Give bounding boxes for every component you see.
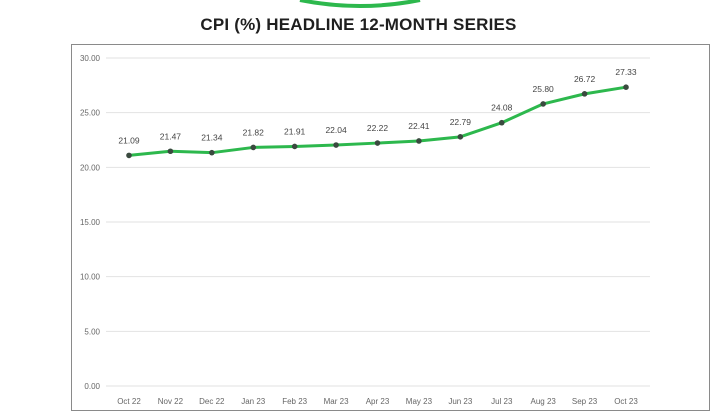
x-tick-label: Nov 22	[158, 397, 184, 406]
data-label: 22.04	[325, 125, 347, 135]
data-point	[416, 138, 422, 144]
data-point	[209, 149, 215, 156]
x-tick-label: Feb 23	[282, 397, 307, 406]
y-tick-label: 5.00	[84, 327, 100, 336]
y-tick-label: 0.00	[84, 382, 100, 391]
data-point	[333, 142, 339, 148]
data-point	[374, 140, 381, 146]
data-point	[498, 119, 505, 126]
data-label: 21.82	[243, 127, 265, 137]
x-tick-label: Sep 23	[572, 397, 598, 406]
data-label: 21.09	[118, 135, 140, 145]
x-tick-label: Jun 23	[448, 397, 473, 406]
data-point	[540, 101, 546, 107]
data-label: 27.33	[615, 67, 637, 77]
x-tick-label: Mar 23	[324, 397, 349, 406]
data-point	[581, 91, 588, 97]
data-label: 21.34	[201, 133, 223, 143]
data-label: 21.47	[160, 131, 182, 141]
y-tick-label: 20.00	[80, 163, 101, 172]
y-tick-label: 25.00	[80, 109, 101, 118]
chart-frame	[71, 44, 710, 411]
x-tick-label: Oct 22	[117, 397, 141, 406]
data-point	[623, 84, 629, 90]
y-tick-label: 10.00	[80, 273, 101, 282]
data-point	[250, 144, 257, 151]
data-label: 24.08	[491, 103, 513, 113]
x-tick-label: Jul 23	[491, 397, 513, 406]
x-tick-label: Aug 23	[530, 397, 556, 406]
data-point	[167, 148, 174, 155]
data-point	[126, 152, 132, 159]
chart-title: CPI (%) HEADLINE 12-MONTH SERIES	[200, 15, 517, 34]
x-tick-label: Apr 23	[366, 397, 390, 406]
data-label: 25.80	[533, 84, 555, 94]
data-label: 21.91	[284, 126, 306, 136]
data-point	[457, 134, 464, 140]
y-tick-label: 30.00	[80, 54, 101, 63]
x-tick-label: Dec 22	[199, 397, 225, 406]
data-label: 26.72	[574, 74, 596, 84]
data-label: 22.22	[367, 123, 389, 133]
x-tick-label: May 23	[406, 397, 433, 406]
data-label: 22.79	[450, 117, 472, 127]
x-tick-label: Jan 23	[241, 397, 266, 406]
x-tick-label: Oct 23	[614, 397, 638, 406]
data-point	[291, 143, 298, 150]
y-tick-label: 15.00	[80, 218, 101, 227]
data-label: 22.41	[408, 121, 430, 131]
